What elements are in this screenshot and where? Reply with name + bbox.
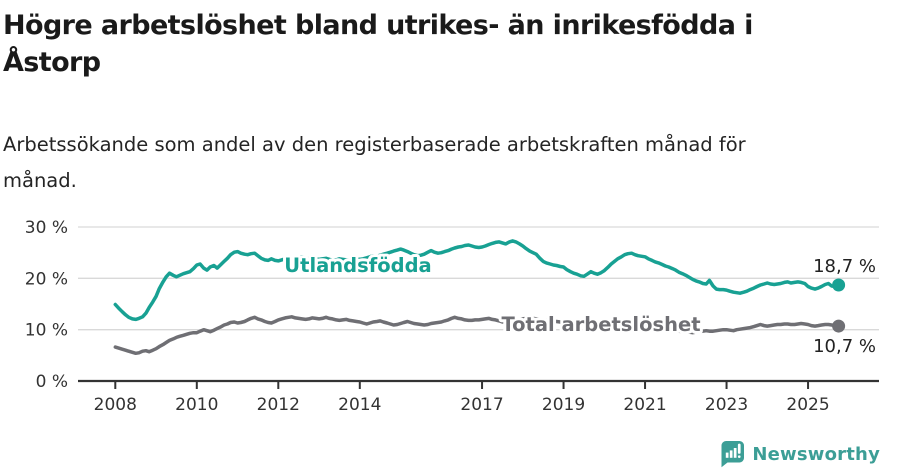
x-tick-label-2010: 2010 bbox=[175, 395, 218, 415]
x-tick-label-2017: 2017 bbox=[460, 395, 503, 415]
subtitle-line-1: Arbetssökande som andel av den registerb… bbox=[3, 133, 746, 156]
y-tick-label-20: 20 % bbox=[25, 269, 68, 289]
speech-bubble-shape bbox=[721, 441, 745, 468]
x-tick-label-2014: 2014 bbox=[338, 395, 381, 415]
series-end-dot-0 bbox=[832, 278, 846, 292]
series-label-0: Utlandsfödda bbox=[284, 254, 431, 277]
logo-bar-2 bbox=[730, 450, 733, 458]
title-line-1: Högre arbetslöshet bland utrikes- än inr… bbox=[3, 10, 753, 41]
series-end-value-0: 18,7 % bbox=[813, 256, 876, 277]
subtitle-line-2: månad. bbox=[3, 169, 77, 192]
y-tick-label-0: 0 % bbox=[36, 372, 68, 392]
y-tick-label-30: 30 % bbox=[25, 218, 68, 238]
series-end-dot-1 bbox=[832, 319, 846, 333]
x-tick-label-2019: 2019 bbox=[542, 395, 585, 415]
x-tick-label-2008: 2008 bbox=[94, 395, 137, 415]
x-tick-label-2025: 2025 bbox=[786, 395, 829, 415]
brand-name: Newsworthy bbox=[752, 443, 880, 465]
series-line-0 bbox=[113, 239, 841, 322]
page-title: Högre arbetslöshet bland utrikes- än inr… bbox=[3, 7, 863, 81]
x-tick-label-2012: 2012 bbox=[257, 395, 300, 415]
x-tick-label-2021: 2021 bbox=[623, 395, 666, 415]
series-end-value-1: 10,7 % bbox=[813, 336, 876, 357]
series-line-1 bbox=[113, 315, 841, 356]
logo-exclamation-stem bbox=[738, 443, 741, 454]
x-tick-label-2023: 2023 bbox=[705, 395, 748, 415]
logo-exclamation-dot bbox=[738, 455, 741, 458]
title-line-2: Åstorp bbox=[3, 47, 101, 78]
chart-subtitle: Arbetssökande som andel av den registerb… bbox=[3, 127, 863, 199]
bar-chart-speech-bubble-icon bbox=[721, 441, 745, 468]
series-label-1: Total arbetslöshet bbox=[501, 313, 700, 336]
brand-footer: Newsworthy bbox=[720, 440, 880, 468]
logo-bar-3 bbox=[734, 448, 737, 458]
logo-bar-1 bbox=[726, 452, 729, 458]
y-tick-label-10: 10 % bbox=[25, 321, 68, 341]
